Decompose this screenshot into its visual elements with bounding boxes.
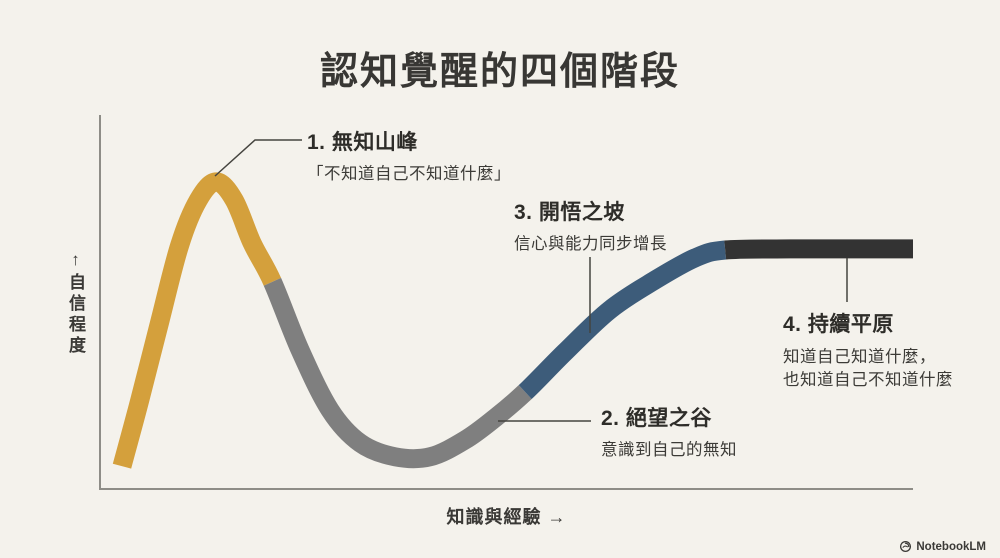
stage3-annotation: 3. 開悟之坡 信心與能力同步增長: [514, 196, 667, 256]
stage2-subtitle: 意識到自己的無知: [601, 441, 737, 459]
stage3-title: 3. 開悟之坡: [514, 201, 625, 224]
y-axis-label: ↑自信程度: [66, 250, 85, 357]
curve-segment-2-絕望之谷: [263, 277, 532, 469]
stage1-annotation: 1. 無知山峰 「不知道自己不知道什麼」: [307, 126, 511, 186]
x-axis-label: 知識與經驗 →: [446, 507, 567, 527]
confidence-curve: [112, 172, 913, 469]
footer-brand-text: NotebookLM: [916, 540, 986, 553]
curve-segment-1-無知山峰: [112, 172, 282, 469]
stage2-title: 2. 絕望之谷: [601, 407, 712, 430]
curve-segment-4-持續平原: [724, 239, 913, 260]
stage4-subtitle-line2: 也知道自己不知道什麼: [783, 371, 953, 389]
stage4-subtitle-line1: 知道自己知道什麼，: [783, 348, 936, 366]
stage3-subtitle: 信心與能力同步增長: [514, 235, 667, 253]
curve-segment-3-開悟之坡: [518, 240, 727, 400]
stage1-subtitle: 「不知道自己不知道什麼」: [307, 165, 511, 183]
page-title: 認知覺醒的四個階段: [319, 51, 680, 93]
stage1-title: 1. 無知山峰: [307, 131, 418, 154]
stage4-title: 4. 持續平原: [783, 313, 894, 336]
leader-line-stage1: [214, 139, 302, 177]
footer-brand: NotebookLM: [899, 540, 986, 553]
stage2-annotation: 2. 絕望之谷 意識到自己的無知: [601, 402, 737, 462]
notebooklm-icon: [899, 540, 912, 553]
stage4-annotation: 4. 持續平原 知道自己知道什麼， 也知道自己不知道什麼: [783, 308, 953, 392]
